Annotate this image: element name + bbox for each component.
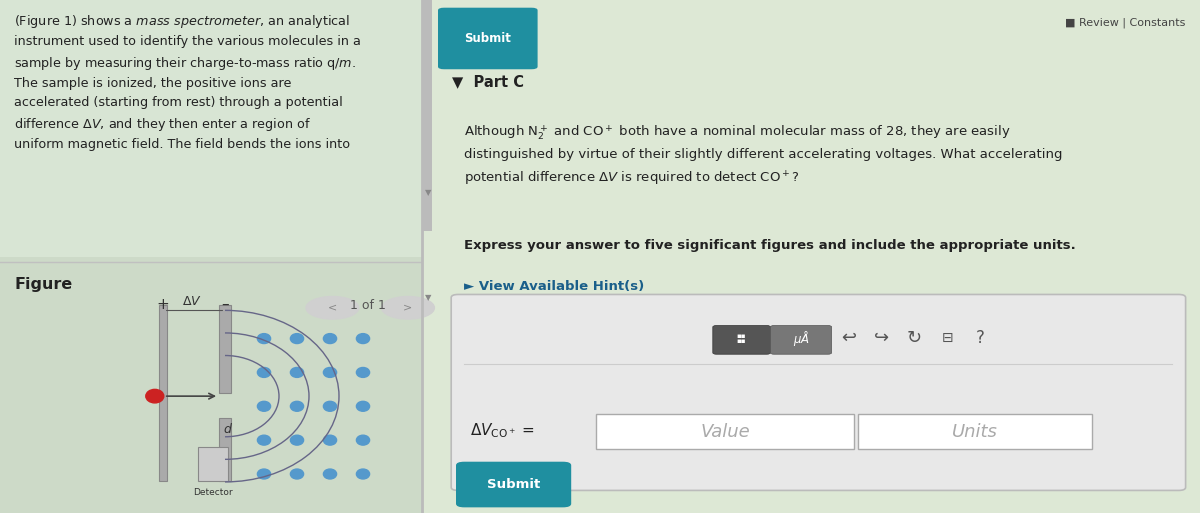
Circle shape <box>324 469 336 479</box>
Text: $\mu\AA$: $\mu\AA$ <box>792 329 810 348</box>
Circle shape <box>324 401 336 411</box>
Circle shape <box>356 401 370 411</box>
Circle shape <box>290 469 304 479</box>
Circle shape <box>324 435 336 445</box>
Text: $\Delta V$: $\Delta V$ <box>182 295 202 308</box>
Text: ⊟: ⊟ <box>942 331 954 345</box>
Circle shape <box>290 367 304 378</box>
Text: $\Delta V_{\mathrm{CO}^+}$ =: $\Delta V_{\mathrm{CO}^+}$ = <box>470 422 535 440</box>
Text: ↻: ↻ <box>907 329 922 347</box>
Text: ► View Available Hint(s): ► View Available Hint(s) <box>464 280 644 292</box>
Text: ■ Review | Constants: ■ Review | Constants <box>1066 18 1186 28</box>
Text: ▪▪
▪▪: ▪▪ ▪▪ <box>737 333 746 344</box>
Text: (Figure 1) shows a $\mathit{mass\ spectrometer}$, an analytical
instrument used : (Figure 1) shows a $\mathit{mass\ spectr… <box>14 13 361 151</box>
Circle shape <box>290 435 304 445</box>
Text: ▼  Part C: ▼ Part C <box>452 74 524 89</box>
Circle shape <box>257 401 271 411</box>
Circle shape <box>257 435 271 445</box>
Text: $d$: $d$ <box>223 422 233 436</box>
Circle shape <box>257 333 271 344</box>
Text: ▼: ▼ <box>425 293 431 302</box>
Bar <box>158 305 168 481</box>
Text: Figure: Figure <box>14 277 73 292</box>
Text: ▼: ▼ <box>425 188 431 197</box>
Text: Value: Value <box>701 423 750 441</box>
Bar <box>220 305 230 393</box>
Text: Submit: Submit <box>487 478 540 491</box>
Text: >: > <box>403 303 413 313</box>
Text: Units: Units <box>952 423 998 441</box>
Bar <box>220 418 230 481</box>
Circle shape <box>356 435 370 445</box>
Circle shape <box>146 389 163 403</box>
Circle shape <box>290 333 304 344</box>
Text: Although N$_2^+$ and CO$^+$ both have a nominal molecular mass of 28, they are e: Although N$_2^+$ and CO$^+$ both have a … <box>464 123 1063 188</box>
Circle shape <box>257 367 271 378</box>
Text: ↩: ↩ <box>841 329 856 347</box>
Text: 1 of 1: 1 of 1 <box>350 299 386 312</box>
Circle shape <box>324 333 336 344</box>
Text: Express your answer to five significant figures and include the appropriate unit: Express your answer to five significant … <box>464 239 1076 251</box>
Circle shape <box>356 367 370 378</box>
Text: <: < <box>328 303 337 313</box>
Text: Submit: Submit <box>464 32 511 45</box>
Circle shape <box>356 333 370 344</box>
Text: Detector: Detector <box>193 487 233 497</box>
Circle shape <box>257 469 271 479</box>
Circle shape <box>356 469 370 479</box>
Text: ↪: ↪ <box>875 329 889 347</box>
Text: +: + <box>157 297 169 312</box>
Circle shape <box>290 401 304 411</box>
Text: –: – <box>221 297 229 312</box>
Text: ?: ? <box>976 329 985 347</box>
Bar <box>198 447 228 481</box>
Circle shape <box>324 367 336 378</box>
